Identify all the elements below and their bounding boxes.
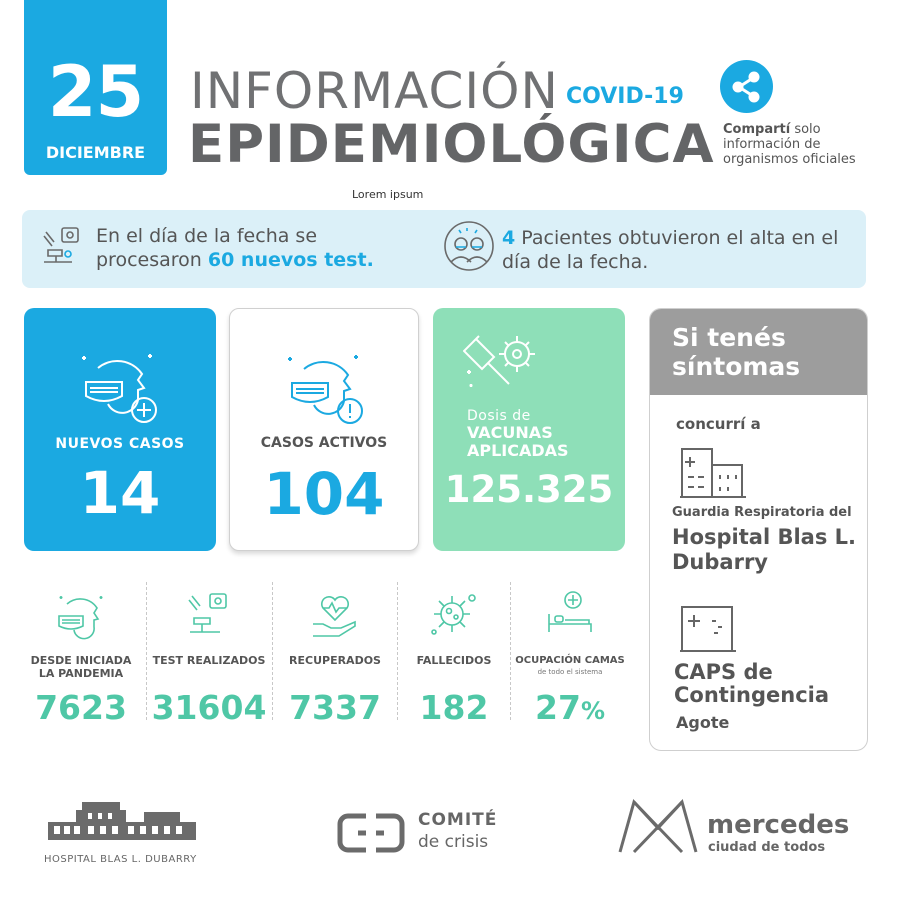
card-nuevos-casos: NUEVOS CASOS 14 [24, 308, 216, 551]
comite-logo-icon [336, 812, 406, 854]
stat-divider [272, 582, 273, 720]
hospital-bed-icon [545, 590, 595, 640]
microscope-icon [184, 590, 234, 644]
symptoms-title: Si tenés síntomas [672, 323, 801, 381]
patients-icon [443, 220, 495, 272]
stat-camas-label: OCUPACIÓN CAMAS [515, 655, 625, 666]
caps-building-icon [680, 605, 736, 653]
symptoms-panel: Si tenés síntomas concurrí a Guardia Res… [649, 308, 868, 751]
stat-fallecidos-value: 182 [419, 688, 489, 727]
stat-divider [146, 582, 147, 720]
stat-test: TEST REALIZADOS 31604 [150, 590, 268, 730]
card-vacunas: Dosis de VACUNAS APLICADAS 125.325 [433, 308, 625, 551]
activos-label: CASOS ACTIVOS [260, 435, 388, 451]
stat-recuperados-label: RECUPERADOS [289, 654, 381, 667]
mask-face-plus-icon [76, 342, 166, 436]
nuevos-value: 14 [79, 459, 161, 527]
stat-recuperados: RECUPERADOS 7337 [276, 590, 394, 730]
stat-camas-unit: % [580, 697, 605, 725]
comite-logo-line1: COMITÉ [418, 810, 498, 830]
symptoms-hospital: Hospital Blas L. Dubarry [672, 525, 856, 574]
title-line2: EPIDEMIOLÓGICA [188, 114, 715, 175]
stat-fallecidos-label: FALLECIDOS [416, 654, 492, 667]
syringe-virus-icon [462, 330, 543, 404]
stat-camas-sublabel: de todo el sistema [537, 668, 603, 676]
mercedes-logo-icon [616, 794, 700, 856]
title-line1: INFORMACIÓN [190, 62, 559, 120]
hospital-building-icon [680, 447, 746, 499]
alta-message: 4 Pacientes obtuvieron el alta en el día… [502, 226, 862, 274]
date-month: DICIEMBRE [45, 143, 146, 162]
virus-icon [428, 590, 480, 644]
vacunas-value: 125.325 [444, 468, 614, 511]
alta-count: 4 [502, 227, 516, 249]
stat-fallecidos: FALLECIDOS 182 [395, 590, 513, 730]
hospital-logo [48, 800, 196, 844]
symptoms-guardia: Guardia Respiratoria del [672, 505, 852, 520]
stat-test-label: TEST REALIZADOS [152, 654, 266, 667]
symptoms-header [650, 309, 867, 395]
share-message: Compartí solo información de organismos … [723, 122, 893, 167]
subtitle: Lorem ipsum [352, 188, 424, 201]
comite-logo-line2: de crisis [418, 832, 489, 852]
hospital-logo-text: HOSPITAL BLAS L. DUBARRY [44, 854, 197, 865]
stat-camas-value-wrap: 27% [510, 688, 630, 731]
mask-face-icon [53, 590, 109, 646]
date-badge: 25 DICIEMBRE [24, 0, 167, 175]
stat-pandemia: DESDE INICIADA LA PANDEMIA 7623 [22, 590, 140, 730]
heart-hand-icon [309, 590, 361, 644]
share-rest: solo información de organismos oficiales [723, 122, 856, 167]
stat-camas-value: 27 [535, 688, 581, 727]
title-covid-tag: COVID-19 [566, 84, 684, 109]
stat-pandemia-label: DESDE INICIADA LA PANDEMIA [30, 654, 132, 680]
stat-pandemia-value: 7623 [35, 688, 127, 727]
stat-test-value: 31604 [151, 688, 267, 727]
stat-recuperados-value: 7337 [289, 688, 381, 727]
vacunas-label-big: VACUNAS APLICADAS [467, 423, 569, 460]
mask-face-alert-icon [282, 343, 372, 437]
share-bold: Compartí [723, 122, 791, 137]
date-day: 25 [47, 51, 144, 133]
nuevos-label: NUEVOS CASOS [55, 436, 185, 452]
tests-message: En el día de la fecha se procesaron 60 n… [96, 224, 426, 272]
mercedes-logo-line2: ciudad de todos [708, 840, 826, 855]
info-banner [22, 210, 866, 288]
vacunas-label-small: Dosis de [467, 408, 531, 424]
share-icon[interactable] [720, 60, 773, 113]
tests-count: 60 nuevos test. [207, 249, 374, 271]
tests-pre: En el día de la fecha se procesaron [96, 225, 318, 271]
alta-text: Pacientes obtuvieron el alta en el día d… [502, 227, 839, 273]
lab-test-icon [38, 224, 84, 270]
stat-camas: OCUPACIÓN CAMAS de todo el sistema 27% [510, 590, 630, 730]
symptoms-agote: Agote [676, 713, 730, 732]
stat-divider [510, 582, 511, 720]
symptoms-concurri: concurrí a [676, 415, 761, 433]
symptoms-caps: CAPS de Contingencia [674, 660, 830, 707]
mercedes-logo-line1: mercedes [707, 810, 850, 840]
activos-value: 104 [263, 460, 385, 528]
card-casos-activos: CASOS ACTIVOS 104 [229, 308, 419, 551]
stat-divider [397, 582, 398, 720]
